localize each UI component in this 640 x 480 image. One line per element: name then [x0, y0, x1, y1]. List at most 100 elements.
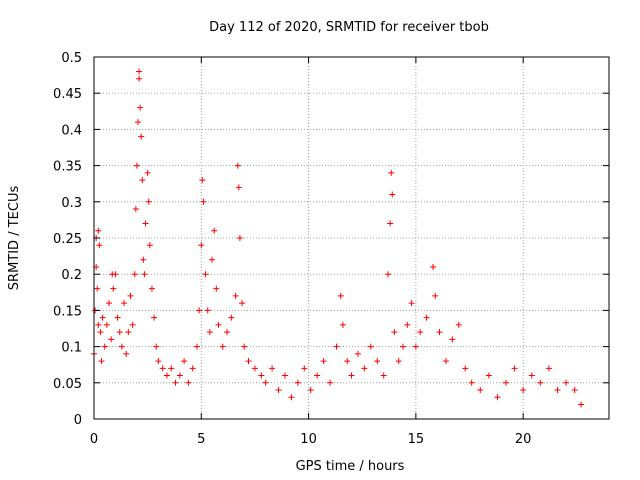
- data-point: [209, 256, 216, 263]
- data-point: [389, 191, 396, 198]
- data-point: [423, 314, 430, 321]
- data-point: [133, 162, 140, 169]
- y-tick-label: 0.25: [53, 232, 82, 247]
- data-point: [258, 372, 265, 379]
- data-point: [199, 177, 206, 184]
- chart-title: Day 112 of 2020, SRMTID for receiver tbo…: [209, 20, 489, 35]
- data-point: [202, 271, 209, 278]
- data-point: [417, 329, 424, 336]
- data-point: [140, 256, 147, 263]
- data-point: [155, 358, 162, 365]
- data-point: [503, 379, 509, 386]
- data-point: [245, 358, 252, 365]
- data-point: [344, 358, 351, 365]
- data-point: [327, 379, 334, 386]
- data-point: [391, 329, 398, 336]
- data-point: [578, 401, 585, 408]
- data-point: [537, 379, 544, 386]
- data-point: [367, 343, 374, 350]
- data-point: [320, 358, 327, 365]
- data-point: [563, 379, 570, 386]
- data-point: [146, 242, 153, 249]
- data-point: [194, 343, 200, 350]
- data-point: [97, 329, 104, 336]
- data-point: [333, 343, 340, 350]
- data-point: [185, 379, 192, 386]
- data-point: [477, 387, 484, 394]
- data-point: [211, 227, 218, 234]
- data-point: [408, 300, 415, 307]
- data-point: [275, 387, 282, 394]
- data-point: [139, 177, 146, 184]
- data-point: [511, 365, 518, 372]
- data-point: [545, 365, 552, 372]
- data-point: [387, 220, 394, 227]
- data-point: [142, 220, 149, 227]
- y-tick-labels: 0 0.05 0.1 0.15 0.2 0.25 0.3 0.35 0.4 0.45 0.5: [53, 51, 82, 428]
- data-point: [125, 329, 132, 336]
- data-point: [99, 314, 106, 321]
- data-point: [528, 372, 535, 379]
- data-point: [395, 358, 402, 365]
- data-point: [288, 394, 295, 401]
- data-point: [116, 329, 123, 336]
- data-point: [348, 372, 355, 379]
- data-point: [241, 343, 248, 350]
- data-point: [449, 336, 456, 343]
- data-point: [239, 300, 246, 307]
- data-point: [384, 271, 391, 278]
- data-point: [228, 314, 235, 321]
- data-point: [136, 68, 143, 75]
- data-point: [307, 387, 314, 394]
- data-point: [374, 358, 381, 365]
- y-tick-label: 0.3: [61, 196, 82, 211]
- axis-ticks: [93, 56, 609, 420]
- data-point: [388, 169, 395, 176]
- y-tick-label: 0.2: [61, 268, 82, 283]
- data-point: [337, 292, 344, 299]
- y-tick-label: 0.05: [53, 377, 82, 392]
- data-point: [103, 321, 110, 328]
- data-point: [181, 358, 188, 365]
- data-point: [134, 119, 141, 126]
- data-point: [215, 321, 222, 328]
- data-point: [138, 133, 145, 140]
- data-point: [206, 329, 213, 336]
- data-point: [236, 235, 243, 241]
- y-tick-label: 0.4: [61, 123, 82, 138]
- data-point: [314, 372, 321, 379]
- data-point: [554, 387, 561, 394]
- data-point: [137, 104, 144, 111]
- grid-lines: [94, 57, 609, 419]
- data-point: [132, 206, 139, 213]
- plot-frame: [93, 56, 610, 420]
- data-point: [442, 358, 449, 365]
- x-tick-label: 10: [300, 432, 317, 447]
- data-point: [262, 379, 269, 386]
- y-tick-label: 0.45: [53, 87, 82, 102]
- x-tick-labels: 0 5 10 15 20: [90, 432, 532, 447]
- y-tick-label: 0.15: [53, 304, 82, 319]
- data-point: [145, 198, 152, 205]
- data-point: [235, 184, 242, 191]
- data-point: [106, 300, 113, 307]
- y-tick-label: 0.35: [53, 160, 82, 175]
- data-point: [129, 321, 136, 328]
- data-point: [151, 314, 158, 321]
- data-point: [163, 372, 170, 379]
- data-point: [571, 387, 578, 394]
- data-point: [455, 321, 462, 328]
- data-point: [110, 285, 117, 292]
- data-point: [96, 242, 103, 249]
- data-point: [404, 321, 411, 328]
- data-point: [159, 365, 166, 372]
- data-point: [232, 292, 239, 299]
- data-point: [98, 358, 105, 365]
- data-point: [94, 285, 101, 292]
- y-axis-label: SRMTID / TECUs: [7, 186, 22, 291]
- y-tick-label: 0: [74, 413, 82, 428]
- y-tick-label: 0.5: [61, 51, 82, 66]
- data-point: [95, 227, 102, 234]
- data-point: [176, 372, 183, 379]
- data-point: [198, 242, 205, 249]
